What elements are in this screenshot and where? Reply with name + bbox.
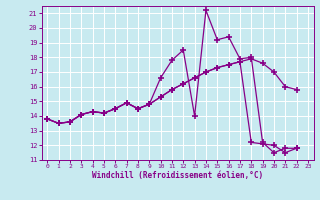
X-axis label: Windchill (Refroidissement éolien,°C): Windchill (Refroidissement éolien,°C) [92,171,263,180]
